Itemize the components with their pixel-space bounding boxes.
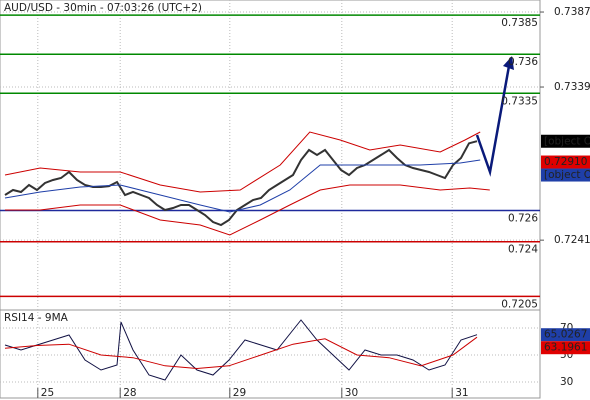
series-line [4, 319, 478, 381]
x-tick-label: 28 [123, 387, 136, 399]
plot-frame [0, 0, 541, 399]
series-line [4, 140, 478, 227]
price-tag [541, 155, 590, 169]
price-tag-label: 0.72910 [544, 156, 587, 168]
rsi-tag [541, 341, 590, 355]
chart-title: AUD/USD - 30min - 07:03:26 (UTC+2) [4, 2, 202, 14]
y-tick-label: 0.7387 [554, 6, 590, 18]
series-line [4, 159, 481, 213]
level-label: 0.7205 [501, 298, 538, 310]
level-label: 0.726 [508, 212, 538, 224]
forecast-arrow [475, 65, 511, 177]
series-line [4, 131, 481, 193]
y-tick-label: 0.7241 [554, 234, 590, 246]
level-label: 0.7385 [501, 17, 538, 29]
series-line [5, 184, 490, 236]
price-tag-label: [object Object] [544, 135, 590, 147]
price-tag [541, 168, 590, 182]
series-line [4, 336, 478, 370]
y-tick-label: 30 [560, 376, 573, 388]
x-tick-label: 29 [233, 387, 246, 399]
y-tick-label: 0.7339 [554, 81, 590, 93]
level-label: 0.736 [508, 56, 538, 68]
price-tag-label: [object Object] [544, 169, 590, 181]
rsi-tag [541, 328, 590, 342]
x-tick-label: 25 [41, 387, 54, 399]
rsi-tag-label: 63.1961 [544, 342, 587, 354]
forecast-arrowhead [503, 56, 514, 70]
rsi-title: RSI14 - 9MA [4, 312, 69, 324]
x-tick-label: 30 [345, 387, 358, 399]
x-tick-label: 31 [455, 387, 468, 399]
price-tag [541, 134, 590, 148]
rsi-tag-label: 65.0267 [544, 329, 587, 341]
level-label: 0.724 [508, 244, 538, 256]
level-label: 0.7335 [501, 95, 538, 107]
